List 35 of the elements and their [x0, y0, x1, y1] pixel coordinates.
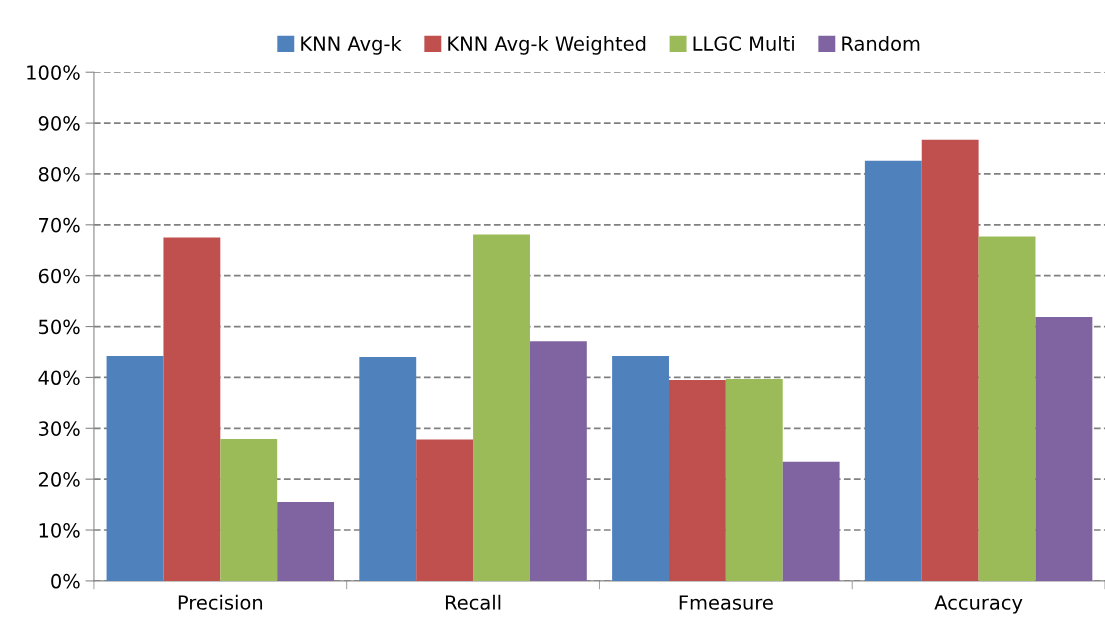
bar — [529, 341, 587, 581]
bar — [864, 160, 922, 581]
legend-label: KNN Avg-k Weighted — [448, 35, 646, 55]
bar — [359, 357, 417, 581]
bar — [473, 234, 530, 581]
x-tick-label: Accuracy — [934, 595, 1023, 614]
y-tick-label: 10% — [39, 522, 80, 538]
bar — [106, 356, 164, 581]
bar — [612, 356, 669, 581]
x-tick-label: Fmeasure — [679, 595, 773, 610]
y-tick-label: 60% — [38, 268, 80, 284]
y-tick-label: 70% — [39, 217, 80, 233]
bar — [782, 461, 840, 581]
bar — [277, 502, 335, 581]
x-tick-label: Precision — [178, 594, 263, 610]
y-tick-label: 90% — [38, 116, 80, 131]
bar — [978, 236, 1036, 581]
y-tick-label: 80% — [38, 166, 80, 182]
y-tick-label: 50% — [39, 319, 80, 335]
bar — [163, 237, 221, 581]
bar — [220, 438, 278, 581]
legend-label: KNN Avg-k — [301, 35, 402, 55]
y-tick-label: 100% — [27, 65, 80, 80]
legend-label: Random — [842, 35, 920, 51]
bar — [668, 379, 726, 581]
y-tick-label: 40% — [38, 370, 80, 386]
y-tick-label: 0% — [51, 573, 80, 589]
bar — [921, 139, 979, 581]
bar — [416, 439, 474, 581]
bar — [725, 378, 783, 581]
x-tick-label: Recall — [445, 594, 501, 610]
bar — [1035, 316, 1093, 581]
y-tick-label: 20% — [38, 472, 80, 487]
legend-label: LLGC Multi — [693, 35, 794, 51]
y-tick-label: 30% — [38, 421, 80, 436]
